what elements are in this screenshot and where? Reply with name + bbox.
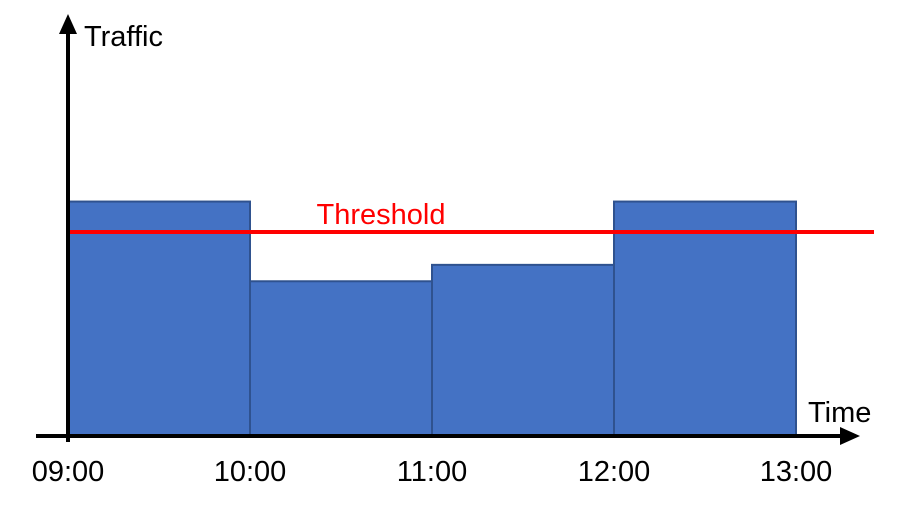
bar-1200-1300: [613, 200, 797, 437]
x-axis-title: Time: [808, 397, 871, 429]
x-tick-labels: 09:00 10:00 11:00 12:00 13:00: [32, 456, 833, 488]
threshold-layer: Threshold: [68, 199, 874, 235]
bar-0900-1000: [67, 200, 251, 437]
bar-1100-1200: [431, 263, 615, 437]
y-axis-arrow-icon: [59, 14, 77, 34]
bar-1000-1100: [249, 280, 433, 437]
x-tick-label-0900: 09:00: [32, 456, 105, 488]
x-tick-label-1100: 11:00: [397, 456, 467, 488]
y-axis-title: Traffic: [84, 21, 163, 53]
x-tick-label-1000: 10:00: [214, 456, 287, 488]
x-tick-label-1200: 12:00: [578, 456, 651, 488]
axes-layer: Traffic Time: [36, 14, 871, 445]
x-tick-label-1300: 13:00: [760, 456, 833, 488]
threshold-label: Threshold: [317, 199, 446, 231]
bars-layer: [67, 200, 797, 437]
x-axis-arrow-icon: [840, 427, 860, 445]
